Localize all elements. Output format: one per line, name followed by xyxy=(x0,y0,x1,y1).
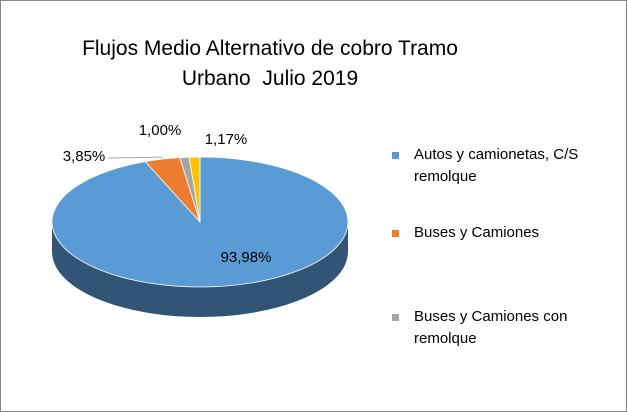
data-label: 3,85% xyxy=(63,148,106,165)
legend-swatch xyxy=(392,230,399,237)
legend-label: Buses y Camiones con remolque xyxy=(414,308,568,347)
leader-line xyxy=(107,156,163,159)
legend-label: Buses y Camiones xyxy=(414,224,540,241)
legend-item: Autos y camionetas, C/S remolque xyxy=(392,144,614,188)
legend-item: Buses y Camiones xyxy=(392,222,614,244)
data-label: 1,17% xyxy=(205,131,248,148)
legend-swatch xyxy=(392,314,399,321)
legend-label: Autos y camionetas, C/S remolque xyxy=(414,146,579,185)
pie-slice xyxy=(188,156,201,223)
legend-swatch xyxy=(392,152,399,159)
legend-item: Buses y Camiones con remolque xyxy=(392,306,614,350)
chart-title: Flujos Medio Alternativo de cobro Tramo … xyxy=(82,37,464,90)
pie-side xyxy=(52,222,348,317)
data-label: 1,00% xyxy=(139,122,182,139)
data-label: 93,98% xyxy=(221,249,272,266)
